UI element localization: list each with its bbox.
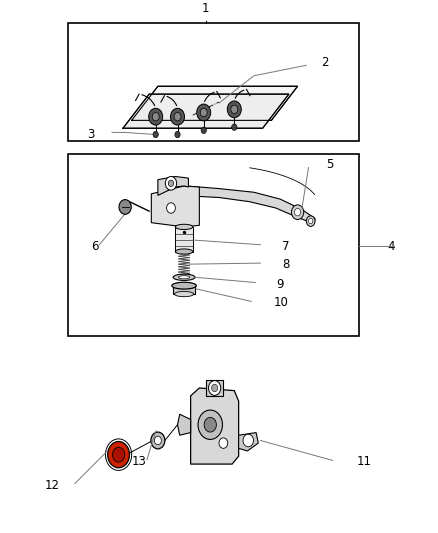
Text: 6: 6 [92,240,99,253]
Circle shape [108,441,130,468]
Ellipse shape [172,282,196,289]
Ellipse shape [175,249,193,254]
Circle shape [200,108,207,117]
Circle shape [204,417,216,432]
Text: 1: 1 [202,3,210,15]
Circle shape [231,105,238,114]
Circle shape [212,384,218,392]
Ellipse shape [178,276,190,279]
Circle shape [291,205,304,220]
Circle shape [306,216,315,227]
Circle shape [294,208,300,216]
Bar [68,23,359,141]
Circle shape [198,410,223,439]
Text: 13: 13 [132,455,147,468]
Ellipse shape [173,274,195,280]
Text: 5: 5 [326,158,333,172]
Ellipse shape [174,292,194,297]
Circle shape [165,176,177,190]
Ellipse shape [151,432,165,449]
Circle shape [153,131,158,138]
Circle shape [243,434,254,447]
Circle shape [232,124,237,131]
Text: 11: 11 [357,455,371,468]
Polygon shape [132,86,297,120]
Circle shape [174,112,181,121]
Text: 3: 3 [87,128,95,141]
Circle shape [175,131,180,138]
Circle shape [119,199,131,214]
Ellipse shape [154,437,161,445]
Circle shape [208,381,221,395]
Polygon shape [151,186,199,227]
Circle shape [201,127,206,133]
Ellipse shape [175,224,193,230]
Polygon shape [206,380,223,396]
Polygon shape [123,94,289,128]
Circle shape [149,108,162,125]
Bar [175,227,193,252]
Circle shape [308,219,313,224]
Polygon shape [239,433,258,451]
Circle shape [227,101,241,118]
Text: 8: 8 [283,258,290,271]
Polygon shape [184,186,315,224]
Circle shape [170,108,184,125]
Text: 2: 2 [321,56,329,69]
Text: 7: 7 [283,240,290,253]
Polygon shape [158,176,188,196]
Circle shape [168,180,173,187]
Circle shape [219,438,228,448]
Text: 10: 10 [274,296,289,309]
Bar [173,286,195,294]
Text: 4: 4 [387,240,395,253]
Circle shape [113,447,125,462]
Polygon shape [177,414,191,435]
Circle shape [152,112,159,121]
Text: 9: 9 [276,278,283,290]
Circle shape [166,203,175,213]
Circle shape [197,104,211,121]
Bar [68,155,359,335]
Text: 12: 12 [45,479,60,491]
Polygon shape [191,388,239,464]
